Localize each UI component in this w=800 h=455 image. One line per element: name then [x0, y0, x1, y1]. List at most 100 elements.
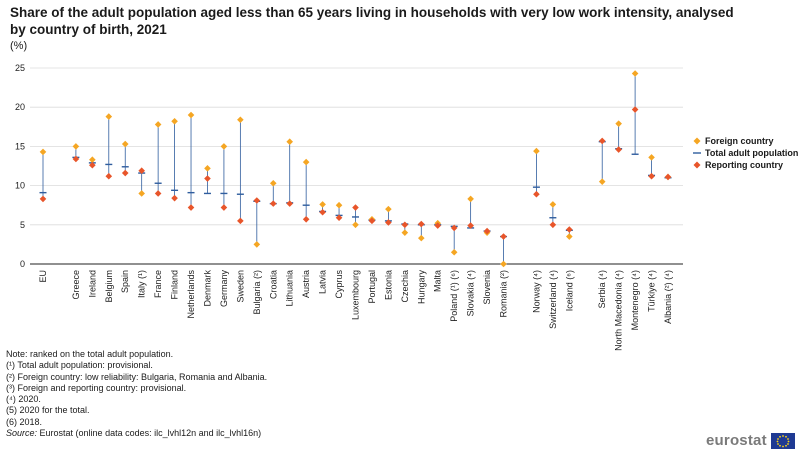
category-label: Luxembourg	[351, 270, 361, 320]
reporting-marker	[385, 219, 392, 226]
category-label: Germany	[219, 270, 229, 308]
reporting-marker	[253, 197, 261, 204]
country-marker-group	[72, 143, 80, 163]
category-label: Lithuania	[285, 270, 295, 307]
foreign-marker	[121, 140, 129, 148]
chart-title: Share of the adult population aged less …	[10, 5, 734, 37]
reporting-marker	[467, 222, 474, 229]
category-label: Estonia	[383, 270, 393, 300]
foreign-marker	[154, 121, 162, 128]
country-marker-group	[417, 220, 425, 242]
note-line: (5) 2020 for the total.	[6, 405, 90, 416]
reporting-marker	[664, 173, 672, 181]
category-label: Hungary	[416, 270, 426, 305]
category-label: Montenegro (⁴)	[630, 270, 640, 330]
country-marker-group	[253, 197, 261, 248]
country-marker-group	[269, 179, 277, 207]
country-marker-group	[154, 121, 162, 197]
country-marker-group	[286, 138, 294, 207]
country-marker-group	[187, 111, 195, 211]
country-marker-group	[121, 140, 129, 177]
country-marker-group	[532, 147, 540, 198]
y-tick-label: 5	[20, 220, 25, 230]
category-label: Croatia	[268, 270, 278, 299]
y-tick-label: 20	[15, 102, 25, 112]
reporting-marker	[533, 190, 540, 198]
reporting-marker	[549, 221, 557, 229]
foreign-marker	[500, 260, 507, 268]
reporting-marker	[171, 194, 178, 202]
foreign-marker	[204, 165, 211, 172]
reporting-marker	[434, 222, 442, 229]
country-marker-group	[88, 156, 96, 169]
category-label: Netherlands	[186, 270, 196, 319]
country-marker-group	[203, 165, 211, 195]
foreign-marker	[319, 201, 326, 208]
country-marker-group	[565, 226, 573, 240]
country-marker-group	[236, 116, 244, 225]
reporting-marker	[319, 208, 326, 216]
country-marker-group	[615, 120, 623, 153]
category-label: Portugal	[367, 270, 377, 304]
legend-diamond-foreign-icon	[693, 137, 701, 145]
reporting-marker	[500, 233, 507, 240]
category-label: Belgium	[104, 270, 114, 303]
category-label: Iceland (⁶)	[564, 270, 574, 311]
y-tick-label: 0	[20, 259, 25, 269]
category-label: Italy (¹)	[137, 270, 147, 298]
reporting-marker	[89, 161, 96, 169]
note-line: (³) Foreign and reporting country: provi…	[6, 382, 187, 393]
foreign-marker	[450, 248, 458, 256]
category-label: Denmark	[202, 270, 212, 307]
legend-entry-reporting: Reporting country	[693, 159, 798, 171]
category-label: Albania (²) (⁴)	[663, 270, 673, 324]
reporting-marker	[368, 217, 376, 225]
reporting-marker	[401, 221, 409, 229]
country-marker-group	[368, 216, 376, 225]
legend: Foreign country Total adult population R…	[693, 135, 798, 171]
note-line: (²) Foreign country: low reliability: Bu…	[6, 371, 268, 382]
foreign-marker	[385, 205, 392, 213]
unit-label: (%)	[10, 40, 28, 52]
category-label: Poland (¹) (⁶)	[449, 270, 459, 322]
category-label: Malta	[433, 270, 443, 292]
country-marker-group	[434, 219, 442, 229]
country-marker-group	[648, 154, 656, 180]
foreign-marker	[615, 120, 622, 127]
foreign-marker	[72, 143, 80, 150]
category-label: Norway (⁴)	[531, 270, 541, 313]
reporting-marker	[154, 190, 162, 197]
reporting-marker	[204, 175, 211, 182]
logo-text: eurostat	[706, 432, 767, 449]
foreign-marker	[533, 147, 540, 155]
reporting-marker	[417, 220, 425, 228]
reporting-marker	[269, 200, 277, 207]
reporting-marker	[335, 214, 343, 222]
foreign-marker	[401, 229, 409, 236]
foreign-marker	[467, 195, 474, 203]
category-label: Sweden	[235, 270, 245, 303]
reporting-marker	[483, 227, 491, 235]
category-label: Spain	[120, 270, 130, 293]
reporting-marker	[105, 172, 113, 180]
reporting-marker	[450, 224, 458, 232]
country-marker-group	[302, 158, 310, 223]
foreign-marker	[302, 158, 310, 166]
source-label: Source:	[6, 428, 38, 439]
reporting-marker	[631, 106, 639, 113]
country-marker-group	[483, 227, 491, 236]
category-label: Bulgaria (²)	[252, 270, 262, 315]
reporting-marker	[39, 195, 47, 203]
reporting-marker	[121, 169, 129, 177]
category-label: Ireland	[87, 270, 97, 298]
legend-label-foreign: Foreign country	[705, 136, 774, 146]
category-label: Romania (²)	[499, 270, 509, 318]
category-label: Slovakia (⁴)	[466, 270, 476, 316]
foreign-marker	[598, 178, 606, 185]
country-marker-group	[171, 118, 179, 202]
reporting-marker	[187, 204, 195, 211]
category-label: Serbia (⁴)	[597, 270, 607, 308]
country-marker-group	[598, 137, 606, 185]
note-line: (⁴) 2020.	[6, 394, 41, 405]
